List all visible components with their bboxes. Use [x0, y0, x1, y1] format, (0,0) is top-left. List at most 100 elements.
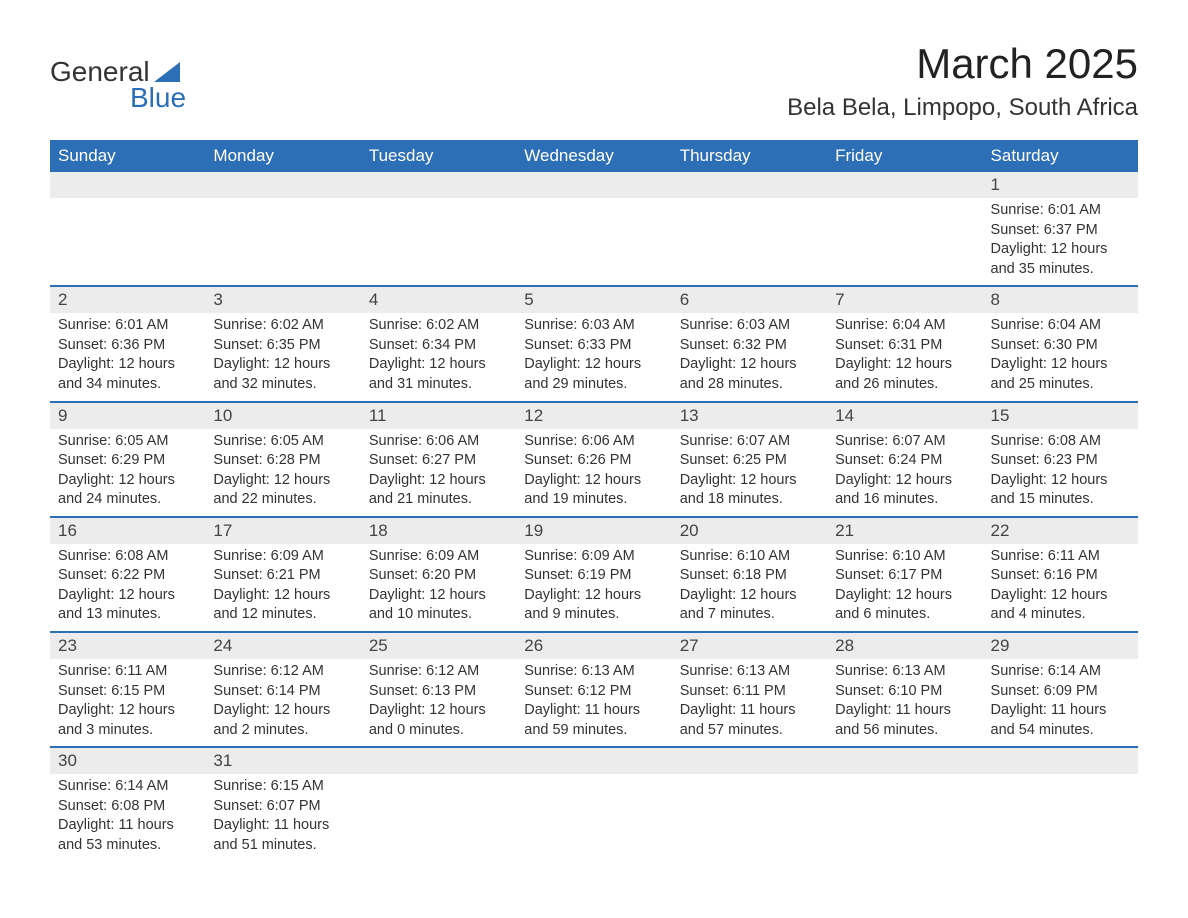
day-number: 12 — [516, 403, 671, 429]
day-number: 11 — [361, 403, 516, 429]
header: General Blue March 2025 Bela Bela, Limpo… — [50, 40, 1138, 122]
weekday-header: Wednesday — [516, 140, 671, 172]
logo-sail-icon — [154, 62, 180, 82]
day-number: 1 — [983, 172, 1138, 198]
day-data: Sunrise: 6:03 AMSunset: 6:33 PMDaylight:… — [516, 313, 671, 400]
calendar-week-row: 16Sunrise: 6:08 AMSunset: 6:22 PMDayligh… — [50, 517, 1138, 632]
calendar-day-cell: 30Sunrise: 6:14 AMSunset: 6:08 PMDayligh… — [50, 747, 205, 861]
day-number: 9 — [50, 403, 205, 429]
calendar-day-cell — [672, 747, 827, 861]
day-number: 15 — [983, 403, 1138, 429]
calendar-day-cell: 16Sunrise: 6:08 AMSunset: 6:22 PMDayligh… — [50, 517, 205, 632]
day-number: 18 — [361, 518, 516, 544]
calendar-day-cell: 12Sunrise: 6:06 AMSunset: 6:26 PMDayligh… — [516, 402, 671, 517]
day-data: Sunrise: 6:09 AMSunset: 6:21 PMDaylight:… — [205, 544, 360, 631]
calendar-day-cell: 18Sunrise: 6:09 AMSunset: 6:20 PMDayligh… — [361, 517, 516, 632]
calendar-day-cell — [516, 172, 671, 286]
day-data-empty — [50, 198, 205, 258]
day-data-empty — [361, 198, 516, 258]
day-number-empty — [50, 172, 205, 198]
weekday-header: Sunday — [50, 140, 205, 172]
day-data: Sunrise: 6:13 AMSunset: 6:10 PMDaylight:… — [827, 659, 982, 746]
day-data: Sunrise: 6:13 AMSunset: 6:11 PMDaylight:… — [672, 659, 827, 746]
day-number: 14 — [827, 403, 982, 429]
day-number: 7 — [827, 287, 982, 313]
calendar-day-cell: 27Sunrise: 6:13 AMSunset: 6:11 PMDayligh… — [672, 632, 827, 747]
day-data: Sunrise: 6:09 AMSunset: 6:20 PMDaylight:… — [361, 544, 516, 631]
calendar-week-row: 1Sunrise: 6:01 AMSunset: 6:37 PMDaylight… — [50, 172, 1138, 286]
day-number: 16 — [50, 518, 205, 544]
day-data: Sunrise: 6:05 AMSunset: 6:28 PMDaylight:… — [205, 429, 360, 516]
calendar-day-cell: 6Sunrise: 6:03 AMSunset: 6:32 PMDaylight… — [672, 286, 827, 401]
calendar-day-cell: 21Sunrise: 6:10 AMSunset: 6:17 PMDayligh… — [827, 517, 982, 632]
day-number: 3 — [205, 287, 360, 313]
calendar-day-cell: 3Sunrise: 6:02 AMSunset: 6:35 PMDaylight… — [205, 286, 360, 401]
calendar-day-cell — [361, 172, 516, 286]
day-data-empty — [516, 774, 671, 834]
day-data: Sunrise: 6:13 AMSunset: 6:12 PMDaylight:… — [516, 659, 671, 746]
calendar-day-cell: 29Sunrise: 6:14 AMSunset: 6:09 PMDayligh… — [983, 632, 1138, 747]
day-data-empty — [672, 198, 827, 258]
calendar-day-cell: 8Sunrise: 6:04 AMSunset: 6:30 PMDaylight… — [983, 286, 1138, 401]
day-data: Sunrise: 6:03 AMSunset: 6:32 PMDaylight:… — [672, 313, 827, 400]
day-data: Sunrise: 6:10 AMSunset: 6:18 PMDaylight:… — [672, 544, 827, 631]
calendar-day-cell: 23Sunrise: 6:11 AMSunset: 6:15 PMDayligh… — [50, 632, 205, 747]
title-block: March 2025 Bela Bela, Limpopo, South Afr… — [787, 40, 1138, 122]
day-data: Sunrise: 6:06 AMSunset: 6:26 PMDaylight:… — [516, 429, 671, 516]
calendar-day-cell: 10Sunrise: 6:05 AMSunset: 6:28 PMDayligh… — [205, 402, 360, 517]
calendar-day-cell: 9Sunrise: 6:05 AMSunset: 6:29 PMDaylight… — [50, 402, 205, 517]
day-number: 8 — [983, 287, 1138, 313]
calendar-day-cell — [827, 747, 982, 861]
calendar-day-cell: 7Sunrise: 6:04 AMSunset: 6:31 PMDaylight… — [827, 286, 982, 401]
calendar-day-cell: 20Sunrise: 6:10 AMSunset: 6:18 PMDayligh… — [672, 517, 827, 632]
day-data-empty — [516, 198, 671, 258]
day-number: 31 — [205, 748, 360, 774]
weekday-header: Monday — [205, 140, 360, 172]
calendar-day-cell — [205, 172, 360, 286]
day-data: Sunrise: 6:08 AMSunset: 6:23 PMDaylight:… — [983, 429, 1138, 516]
day-number: 20 — [672, 518, 827, 544]
day-number-empty — [672, 172, 827, 198]
day-data: Sunrise: 6:10 AMSunset: 6:17 PMDaylight:… — [827, 544, 982, 631]
day-data: Sunrise: 6:04 AMSunset: 6:31 PMDaylight:… — [827, 313, 982, 400]
day-number-empty — [983, 748, 1138, 774]
calendar-day-cell: 5Sunrise: 6:03 AMSunset: 6:33 PMDaylight… — [516, 286, 671, 401]
month-title: March 2025 — [787, 40, 1138, 88]
day-number: 10 — [205, 403, 360, 429]
calendar-day-cell — [827, 172, 982, 286]
day-number: 28 — [827, 633, 982, 659]
day-number: 4 — [361, 287, 516, 313]
calendar-day-cell: 13Sunrise: 6:07 AMSunset: 6:25 PMDayligh… — [672, 402, 827, 517]
calendar-day-cell: 15Sunrise: 6:08 AMSunset: 6:23 PMDayligh… — [983, 402, 1138, 517]
day-number: 23 — [50, 633, 205, 659]
day-number-empty — [516, 748, 671, 774]
day-number: 2 — [50, 287, 205, 313]
calendar-day-cell — [361, 747, 516, 861]
calendar-day-cell: 2Sunrise: 6:01 AMSunset: 6:36 PMDaylight… — [50, 286, 205, 401]
day-data: Sunrise: 6:09 AMSunset: 6:19 PMDaylight:… — [516, 544, 671, 631]
day-number-empty — [361, 172, 516, 198]
calendar-day-cell: 22Sunrise: 6:11 AMSunset: 6:16 PMDayligh… — [983, 517, 1138, 632]
day-number: 30 — [50, 748, 205, 774]
weekday-header: Saturday — [983, 140, 1138, 172]
day-number: 5 — [516, 287, 671, 313]
day-number: 22 — [983, 518, 1138, 544]
day-data-empty — [361, 774, 516, 834]
day-data: Sunrise: 6:06 AMSunset: 6:27 PMDaylight:… — [361, 429, 516, 516]
day-number-empty — [516, 172, 671, 198]
day-number-empty — [827, 748, 982, 774]
calendar-week-row: 23Sunrise: 6:11 AMSunset: 6:15 PMDayligh… — [50, 632, 1138, 747]
weekday-header: Tuesday — [361, 140, 516, 172]
day-data: Sunrise: 6:01 AMSunset: 6:36 PMDaylight:… — [50, 313, 205, 400]
calendar-day-cell — [516, 747, 671, 861]
calendar-day-cell: 25Sunrise: 6:12 AMSunset: 6:13 PMDayligh… — [361, 632, 516, 747]
day-data-empty — [827, 198, 982, 258]
day-data: Sunrise: 6:02 AMSunset: 6:35 PMDaylight:… — [205, 313, 360, 400]
day-number-empty — [361, 748, 516, 774]
calendar-day-cell: 14Sunrise: 6:07 AMSunset: 6:24 PMDayligh… — [827, 402, 982, 517]
day-number-empty — [827, 172, 982, 198]
weekday-header-row: SundayMondayTuesdayWednesdayThursdayFrid… — [50, 140, 1138, 172]
day-data: Sunrise: 6:08 AMSunset: 6:22 PMDaylight:… — [50, 544, 205, 631]
day-number: 26 — [516, 633, 671, 659]
day-number: 24 — [205, 633, 360, 659]
